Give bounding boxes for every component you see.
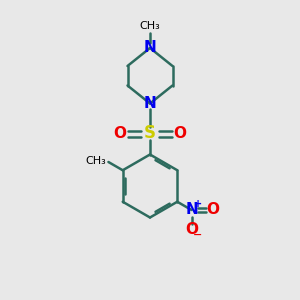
Text: O: O bbox=[173, 126, 187, 141]
Text: −: − bbox=[193, 230, 202, 240]
Text: O: O bbox=[206, 202, 219, 217]
Text: N: N bbox=[185, 202, 198, 217]
Text: O: O bbox=[113, 126, 127, 141]
Text: N: N bbox=[144, 96, 156, 111]
Text: O: O bbox=[185, 222, 198, 237]
Text: +: + bbox=[194, 199, 202, 209]
Text: CH₃: CH₃ bbox=[140, 21, 160, 31]
Text: CH₃: CH₃ bbox=[85, 155, 106, 166]
Text: N: N bbox=[144, 40, 156, 56]
Text: S: S bbox=[144, 124, 156, 142]
